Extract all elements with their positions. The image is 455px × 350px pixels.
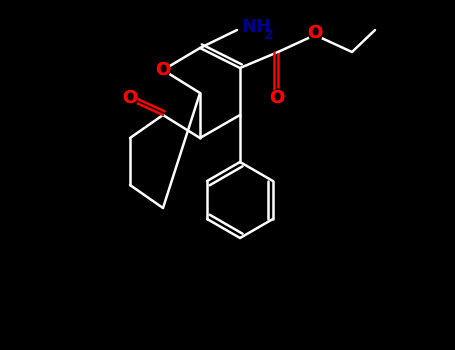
Text: O: O [122, 89, 137, 107]
Text: O: O [308, 24, 323, 42]
Text: O: O [155, 61, 171, 79]
Text: O: O [269, 89, 285, 107]
Text: O: O [269, 89, 285, 107]
Text: 2: 2 [264, 28, 274, 42]
Text: O: O [122, 89, 137, 107]
Text: O: O [155, 61, 171, 79]
Text: NH: NH [241, 18, 271, 36]
Text: O: O [308, 24, 323, 42]
